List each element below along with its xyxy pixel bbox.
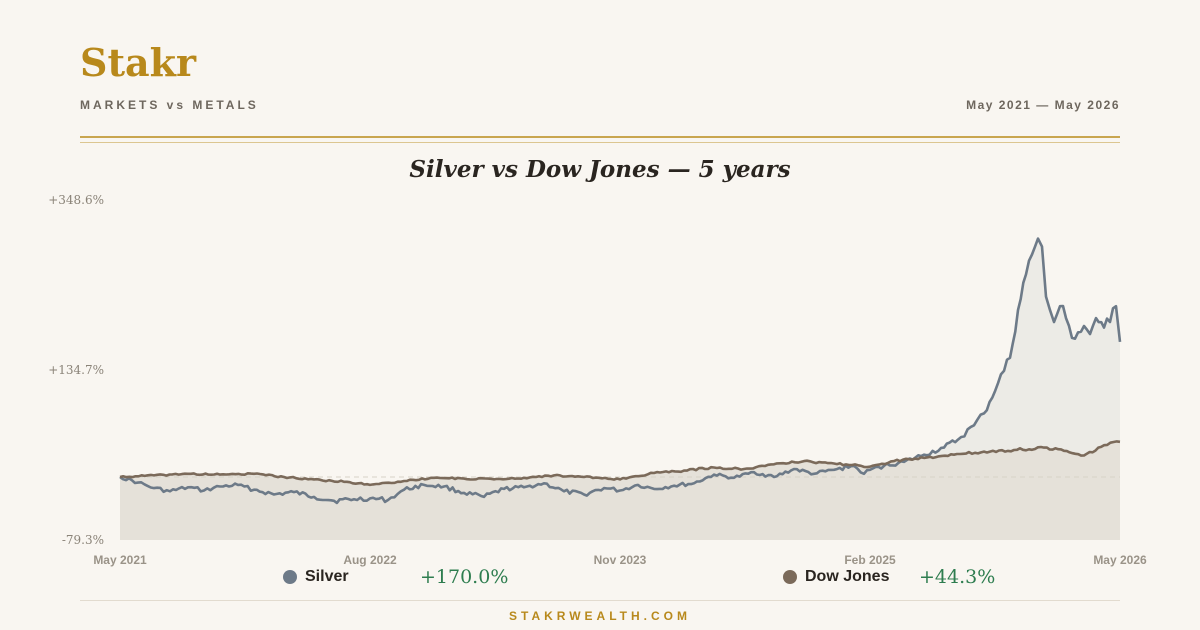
x-tick-label: May 2026: [1093, 553, 1147, 567]
tagline: MARKETS vs METALS: [80, 98, 259, 112]
legend-silver-label: Silver: [305, 568, 349, 585]
date-range: May 2021 — May 2026: [966, 98, 1120, 112]
series-line-dow-jones: [119, 440, 1121, 487]
y-tick-label: +134.7%: [48, 363, 104, 377]
series-line-silver: [119, 237, 1122, 505]
header-divider-thin: [80, 142, 1120, 143]
header-divider: [80, 136, 1120, 138]
footer-site: STAKRWEALTH.COM: [509, 609, 691, 623]
chart-title: Silver vs Dow Jones — 5 years: [409, 156, 791, 183]
x-tick-label: Aug 2022: [343, 553, 397, 567]
legend-dow-jones-label: Dow Jones: [805, 568, 890, 585]
y-tick-label: -79.3%: [62, 533, 104, 547]
legend-dow-jones: Dow Jones: [783, 568, 889, 586]
y-tick-label: +348.6%: [48, 193, 104, 207]
brand-logo: Stakr: [80, 40, 196, 85]
x-tick-label: Feb 2025: [844, 553, 896, 567]
legend-silver-change: +170.0%: [420, 566, 509, 588]
silver-dot-icon: [283, 570, 297, 584]
dow-jones-dot-icon: [783, 570, 797, 584]
line-chart: +348.6% +134.7% -79.3% May 2021 Aug 2022 Nov …: [48, 193, 1147, 567]
legend-dow-jones-change: +44.3%: [919, 566, 996, 588]
x-tick-label: Nov 2023: [594, 553, 647, 567]
x-tick-label: May 2021: [93, 553, 147, 567]
legend-silver: Silver: [283, 568, 349, 586]
footer-divider: [80, 600, 1120, 601]
